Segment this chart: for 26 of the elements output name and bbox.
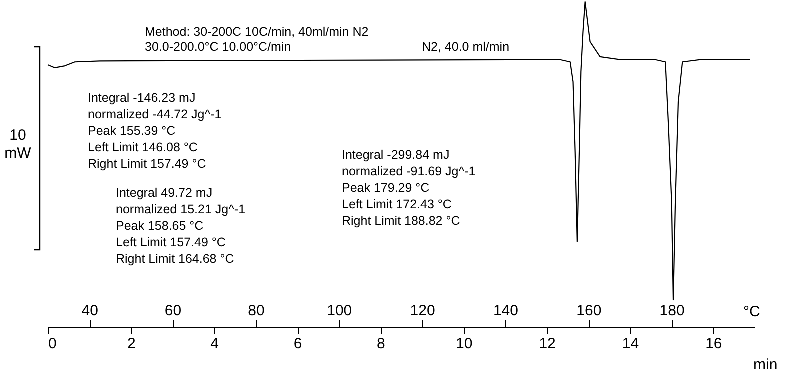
x-tick-label: 6: [294, 336, 302, 352]
annotation: Integral -146.23 mJ normalized -44.72 Jg^-1 Peak 155.39 °C Left Limit 146.08 °C Right Limit 157.49 °C: [88, 91, 222, 171]
x2-tick-label: 140: [493, 302, 518, 320]
x-tick-label: 12: [539, 336, 556, 352]
x-tick-label: 8: [377, 336, 386, 352]
x-tick-label: 16: [706, 336, 722, 352]
x2-axis-title: °C: [744, 304, 760, 320]
x-tick-label: 14: [622, 336, 640, 352]
x2-tick-label: 120: [410, 302, 436, 320]
x2-tick-label: 100: [327, 302, 352, 320]
annotation: Integral -299.84 mJ normalized -91.69 Jg^-1 Peak 179.29 °C Left Limit 172.43 °C Right Limit 188.82 °C: [342, 148, 476, 228]
annotation: Integral 49.72 mJ normalized 15.21 Jg^-1 Peak 158.65 °C Left Limit 157.49 °C Right Limit 164.68 °C: [116, 186, 246, 266]
y-axis-title: 10 mW: [4, 127, 32, 162]
annotation: N2, 40.0 ml/min: [422, 40, 510, 54]
x-tick-label: 4: [210, 336, 220, 352]
annotation: 30.0-200.0°C 10.00°C/min: [145, 40, 292, 54]
x2-tick-label: 60: [164, 302, 182, 320]
annotation: Method: 30-200C 10C/min, 40ml/min N2: [145, 25, 369, 39]
x-tick-label: 0: [48, 336, 57, 352]
x-tick-label: 2: [128, 336, 136, 352]
x-axis-title: min: [754, 356, 778, 372]
x2-tick-label: 180: [660, 302, 685, 320]
x2-tick-label: 40: [82, 302, 98, 320]
x2-tick-label: 160: [576, 302, 602, 320]
x2-tick-label: 80: [248, 302, 265, 320]
x-tick-label: 10: [456, 336, 473, 352]
